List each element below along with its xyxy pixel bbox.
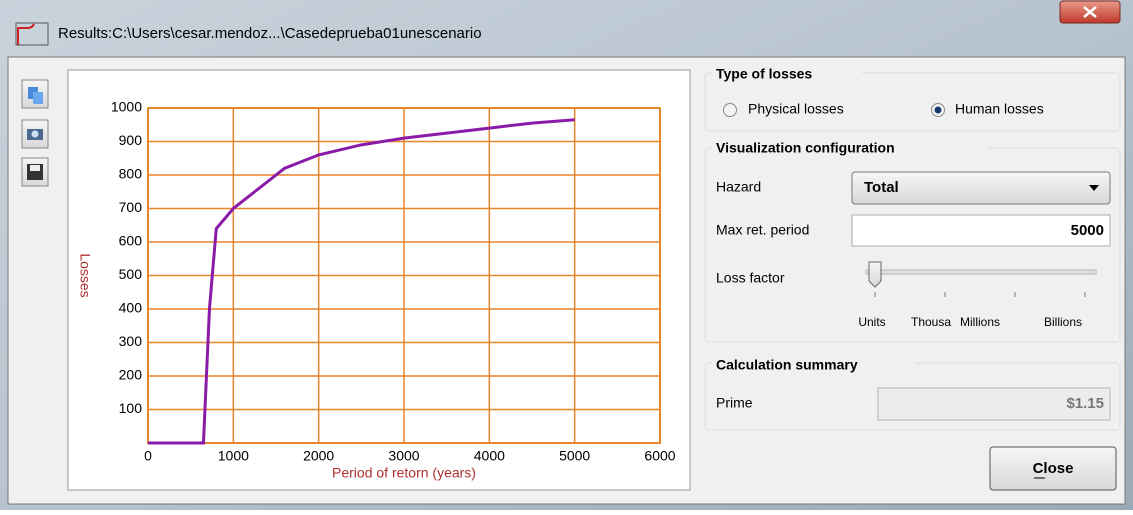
slider-label: Millions xyxy=(960,315,1000,329)
y-tick-label: 400 xyxy=(119,300,143,316)
x-tick-label: 4000 xyxy=(474,448,505,464)
slider-label: Billions xyxy=(1044,315,1082,329)
field-label: Loss factor xyxy=(716,270,785,286)
x-tick-label: 5000 xyxy=(559,448,590,464)
field-label: Prime xyxy=(716,395,753,411)
y-tick-label: 500 xyxy=(119,266,143,282)
close-button[interactable] xyxy=(989,446,1117,491)
x-tick-label: 0 xyxy=(144,448,152,464)
slider-thumb[interactable] xyxy=(868,261,882,288)
prime-field xyxy=(877,387,1111,421)
x-tick-label: 2000 xyxy=(303,448,334,464)
losses-group xyxy=(704,72,1121,132)
y-tick-label: 300 xyxy=(119,333,143,349)
slider-track xyxy=(865,269,1097,275)
x-tick-label: 1000 xyxy=(218,448,249,464)
hazard-dropdown[interactable] xyxy=(851,171,1111,205)
y-tick-label: 100 xyxy=(119,400,143,416)
prime-value: $1.15 xyxy=(1066,395,1104,412)
x-tick-label: 3000 xyxy=(388,448,419,464)
radio-button[interactable] xyxy=(723,103,737,117)
field-label: Max ret. period xyxy=(716,222,809,238)
y-tick-label: 600 xyxy=(119,233,143,249)
plot-border xyxy=(147,107,661,444)
group-title: Type of losses xyxy=(716,66,812,82)
radio-label: Human losses xyxy=(955,101,1044,117)
loss-factor-slider[interactable]: Units Thousa Millions Billions xyxy=(858,261,1086,329)
window-icon-frame xyxy=(15,22,49,46)
window-icon xyxy=(17,23,35,45)
radio-label: Physical losses xyxy=(748,101,844,117)
x-tick-label: 6000 xyxy=(644,448,675,464)
close-window-icon xyxy=(1083,6,1097,18)
y-tick-label: 1000 xyxy=(111,99,142,115)
radio-dot xyxy=(934,106,942,114)
chart-panel xyxy=(67,69,691,491)
input-value: 5000 xyxy=(1071,222,1104,239)
slider-label: Units xyxy=(858,315,885,329)
close-button-label: Close xyxy=(1033,460,1074,477)
y-tick-label: 200 xyxy=(119,367,143,383)
line xyxy=(148,118,575,445)
chart: 100 200 300 400 500 600 700 800 900 1000 0 1000 2000… xyxy=(77,99,675,481)
group-title: Visualization configuration xyxy=(716,140,895,156)
dropdown-value: Total xyxy=(864,179,899,196)
field-label: Hazard xyxy=(716,179,761,195)
x-axis-label: Period of retorn (years) xyxy=(332,465,476,481)
dropdown-arrow xyxy=(1089,185,1099,191)
y-tick-label: 700 xyxy=(119,199,143,215)
group-title: Calculation summary xyxy=(716,357,858,373)
slider-label: Thousa xyxy=(911,315,951,329)
y-tick-label: 800 xyxy=(119,166,143,182)
window-title: Results:C:\Users\cesar.mendoz...\Casedep… xyxy=(58,25,482,42)
max-ret-input[interactable] xyxy=(851,214,1111,247)
y-tick-label: 900 xyxy=(119,132,143,148)
y-axis-label: Losses xyxy=(77,253,93,297)
